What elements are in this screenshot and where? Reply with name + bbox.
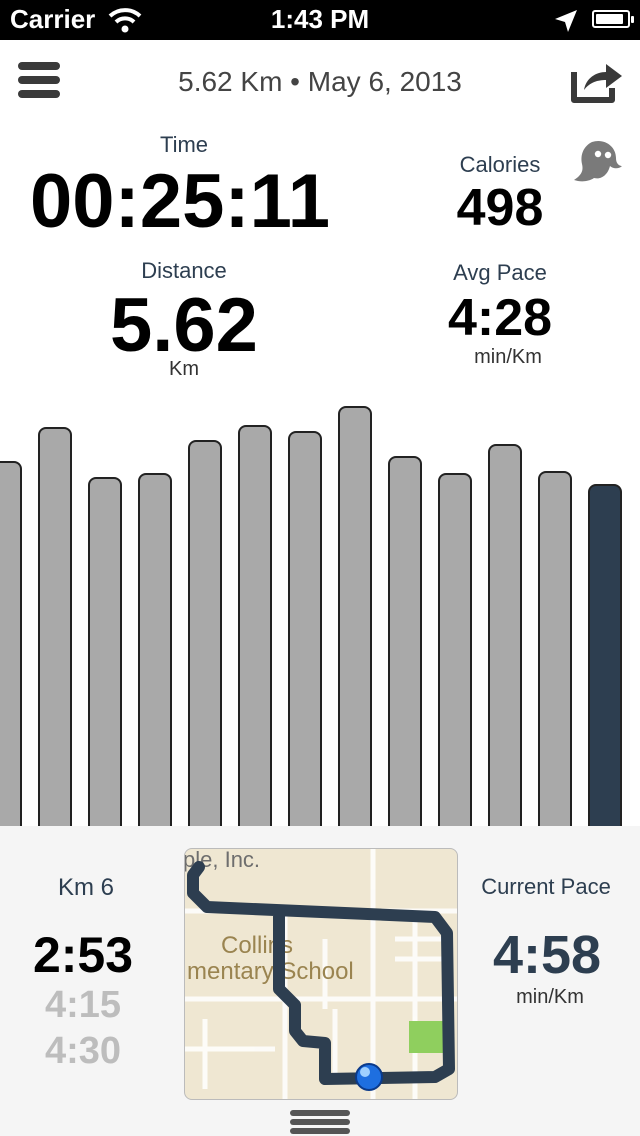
split-bar (538, 471, 572, 826)
carrier-name: Carrier (10, 4, 96, 34)
map-label-school-2: mentary School (187, 958, 354, 985)
split-bar (338, 406, 372, 826)
location-arrow-icon (555, 10, 577, 32)
split-bar (88, 477, 122, 826)
split-pace-chart (0, 396, 640, 826)
split-current: 2:53 (32, 927, 134, 983)
distance-value: 5.62 (110, 283, 258, 368)
distance-label: Distance (141, 258, 227, 283)
share-icon[interactable] (570, 58, 624, 104)
avg-pace-label: Avg Pace (453, 260, 547, 285)
battery-icon (592, 10, 634, 28)
menu-icon[interactable] (18, 62, 60, 98)
current-pace-unit: min/Km (516, 986, 584, 1008)
distance-unit: Km (169, 358, 199, 380)
route-map[interactable]: ple, Inc. Collins mentary School (184, 848, 458, 1100)
time-label: Time (159, 132, 209, 157)
split-bar (488, 444, 522, 826)
avg-pace-value: 4:28 (447, 289, 553, 347)
split-previous-2: 4:30 (44, 1030, 122, 1072)
split-bar (388, 456, 422, 826)
split-bar (138, 473, 172, 826)
split-previous-1: 4:15 (44, 984, 122, 1026)
drawer-handle[interactable] (290, 1106, 350, 1134)
split-bar (438, 473, 472, 826)
status-bar: Carrier 1:43 PM (0, 0, 640, 40)
avg-pace-unit: min/Km (474, 346, 542, 368)
current-pace-label: Current Pace (481, 874, 611, 899)
split-bar (0, 461, 22, 826)
map-graphic: ple, Inc. Collins mentary School (185, 849, 457, 1099)
split-bar-current (588, 484, 622, 826)
wifi-icon (108, 8, 142, 33)
time-value: 00:25:11 (29, 159, 331, 244)
split-bar (238, 425, 272, 826)
page-title: 5.62 Km • May 6, 2013 (178, 66, 462, 97)
ghost-icon[interactable] (572, 136, 624, 184)
status-time: 1:43 PM (270, 4, 370, 34)
split-bar (288, 431, 322, 826)
split-label: Km 6 (57, 874, 114, 901)
calories-label: Calories (459, 152, 541, 177)
split-bar (188, 440, 222, 826)
split-bar (38, 427, 72, 826)
calories-value: 498 (456, 179, 544, 237)
current-pace-value: 4:58 (492, 925, 602, 985)
battery-level (596, 14, 623, 24)
